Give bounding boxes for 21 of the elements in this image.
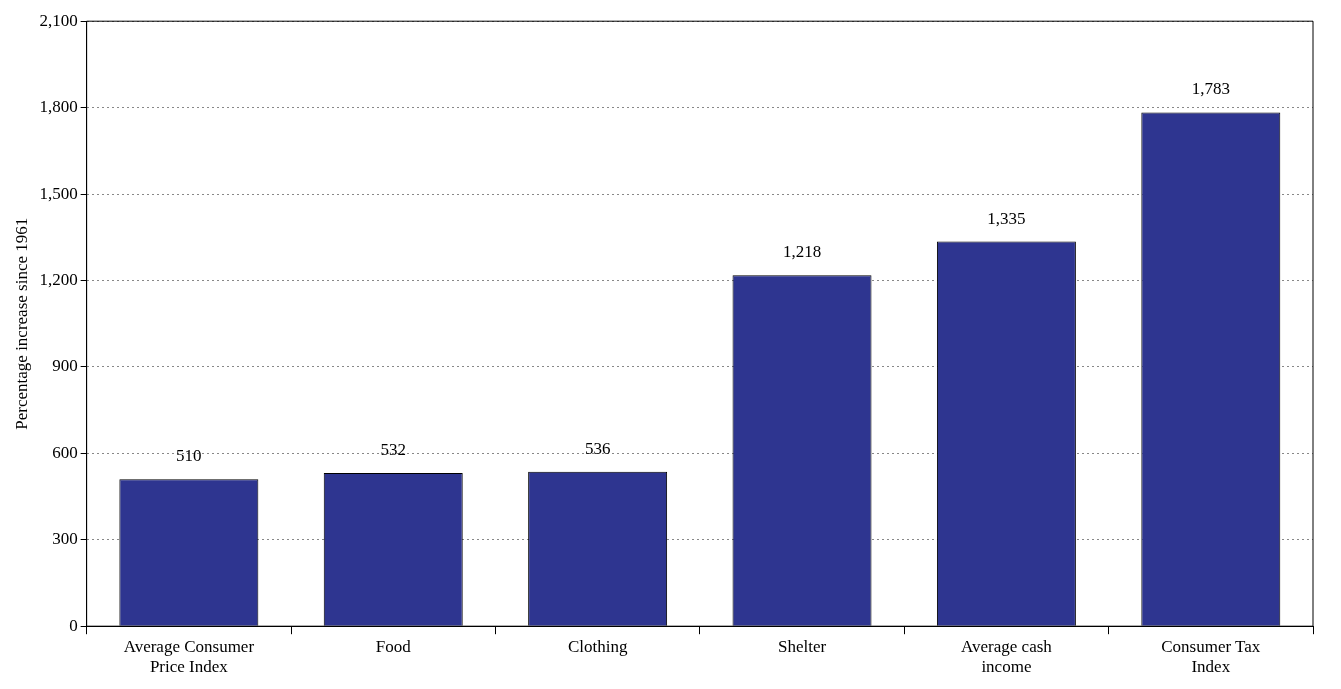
y-tick-label: 1,800: [39, 97, 78, 117]
x-tick-label: Consumer Tax Index: [1161, 636, 1261, 677]
y-tick-label: 900: [52, 356, 78, 376]
x-tick-label: Shelter: [777, 636, 827, 656]
x-tick-label: Average cash income: [961, 636, 1053, 677]
x-tick-label: Food: [375, 636, 412, 656]
data-label: 1,335: [987, 208, 1026, 228]
data-label: 1,218: [782, 242, 822, 262]
data-label: 510: [176, 446, 202, 466]
x-tick-label: Clothing: [567, 636, 628, 656]
data-label: 1,783: [1191, 79, 1230, 99]
y-tick-label: 600: [52, 442, 78, 462]
y-tick-label: 2,100: [39, 10, 78, 30]
y-axis-title: Percentage increase since 1961: [11, 217, 31, 430]
data-label: 536: [584, 438, 611, 458]
y-tick-label: 0: [69, 615, 78, 635]
data-label: 532: [380, 439, 406, 459]
y-tick-label: 300: [52, 529, 78, 549]
y-tick-label: 1,200: [39, 269, 78, 289]
y-tick-label: 1,500: [39, 183, 78, 203]
x-tick-label: Average Consumer Price Index: [123, 636, 255, 677]
